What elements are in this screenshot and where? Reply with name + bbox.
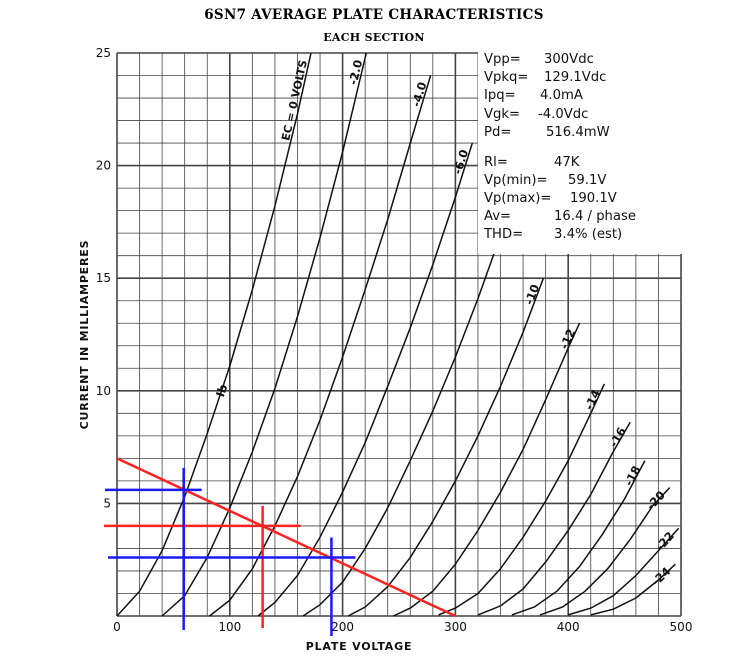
parameter-row: Vpkq= 129.1Vdc — [484, 70, 606, 85]
operating-parameters-panel: Vpp= 300Vdc Vpkq= 129.1Vdc Ipq= 4.0mA Vgk= -4.0… — [478, 50, 688, 254]
curve-label: -20 — [643, 488, 667, 513]
parameter-value: -4.0Vdc — [538, 107, 589, 122]
x-tick-label: 100 — [218, 620, 241, 634]
grid — [116, 52, 682, 617]
curve-annotation-ib: Ib — [213, 382, 230, 398]
plate-curve — [302, 187, 519, 617]
y-axis-label: CURRENT IN MILLIAMPERES — [78, 240, 91, 430]
chart-title: 6SN7 AVERAGE PLATE CHARACTERISTICS — [204, 7, 544, 23]
y-tick-label: 5 — [103, 496, 111, 510]
x-axis-label: PLATE VOLTAGE — [306, 640, 413, 653]
parameter-value: 129.1Vdc — [544, 70, 607, 85]
parameter-label: Ipq= — [484, 88, 516, 103]
parameter-label: Vpkq= — [484, 70, 529, 85]
parameter-row: Av= 16.4 / phase — [484, 209, 636, 224]
plate-curve — [347, 277, 545, 617]
parameter-row: Rl= 47K — [484, 155, 579, 170]
parameter-value: 300Vdc — [544, 52, 594, 67]
parameter-value: 59.1V — [568, 173, 607, 188]
parameter-row: Vp(max)= 190.1V — [484, 191, 617, 206]
plate-curve — [438, 383, 605, 616]
parameter-row: Pd= 516.4mW — [484, 125, 610, 140]
parameter-row: Ipq= 4.0mA — [484, 88, 583, 103]
curve-label: -18 — [621, 463, 643, 488]
y-tick-label: 20 — [96, 159, 111, 173]
parameter-label: Rl= — [484, 155, 508, 170]
parameter-row: Vpp= 300Vdc — [484, 52, 594, 67]
curve-label: -12 — [557, 327, 578, 352]
x-tick-label: 400 — [557, 620, 580, 634]
parameter-row: THD= 3.4% (est) — [484, 227, 622, 242]
axes: 0 100 200 300 400 500 5 10 15 20 25 PLATE VOLTAGE CU… — [78, 46, 692, 653]
plate-curve — [209, 75, 432, 617]
curve-label: -2.0 — [346, 58, 365, 86]
y-tick-label: 25 — [96, 46, 111, 60]
plate-curve — [477, 421, 631, 616]
plate-curve — [567, 527, 680, 616]
curve-label: EC = 0 VOLTS — [279, 59, 310, 142]
load-line — [116, 457, 456, 618]
parameter-label: Vpp= — [484, 52, 521, 67]
chart-subtitle: EACH SECTION — [323, 31, 425, 44]
parameter-row: Vp(min)= 59.1V — [484, 173, 606, 188]
y-tick-label: 10 — [96, 384, 111, 398]
parameter-value: 3.4% (est) — [554, 227, 623, 242]
parameter-label: Vgk= — [484, 107, 521, 122]
curve-label: -16 — [606, 425, 629, 450]
parameter-value: 16.4 / phase — [554, 209, 636, 224]
parameter-label: Vp(max)= — [484, 191, 552, 206]
parameter-value: 47K — [554, 155, 580, 170]
x-tick-label: 0 — [113, 620, 121, 634]
parameter-value: 190.1V — [570, 191, 617, 206]
plate-curve — [161, 52, 368, 617]
y-tick-label: 15 — [96, 271, 111, 285]
load-line-overlay — [104, 457, 456, 636]
parameter-value: 4.0mA — [540, 88, 583, 103]
curve-label: -6.0 — [450, 148, 471, 176]
x-tick-label: 300 — [444, 620, 467, 634]
parameter-label: Vp(min)= — [484, 173, 548, 188]
plate-curve — [116, 52, 312, 617]
x-tick-label: 200 — [331, 620, 354, 634]
parameter-label: Pd= — [484, 125, 512, 140]
plate-curve — [257, 142, 474, 617]
x-tick-label: 500 — [670, 620, 693, 634]
plate-curve — [539, 487, 671, 616]
parameter-label: Av= — [484, 209, 512, 224]
parameter-value: 516.4mW — [546, 125, 610, 140]
parameter-row: Vgk= -4.0Vdc — [484, 107, 588, 122]
curve-label: -10 — [522, 282, 542, 306]
parameter-label: THD= — [484, 227, 524, 242]
plate-curve — [590, 563, 676, 616]
curve-label: -4.0 — [409, 80, 430, 108]
plate-curve — [511, 460, 646, 616]
curve-label: -22 — [653, 529, 677, 554]
plate-curve — [393, 322, 581, 617]
